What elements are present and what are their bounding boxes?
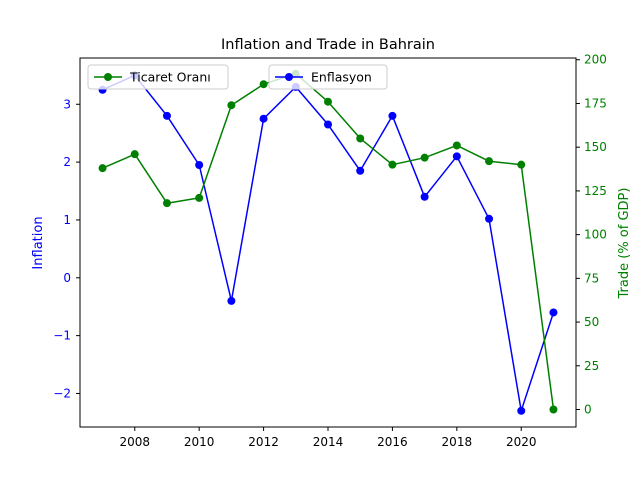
y-left-tick-label: −2 — [53, 386, 71, 400]
y-left-tick-label: 0 — [63, 271, 71, 285]
legend-box — [268, 64, 388, 90]
y-right-tick-label: 200 — [584, 53, 607, 67]
data-point-inflation — [324, 120, 332, 129]
data-point-trade — [549, 405, 558, 414]
y-right-tick-label: 75 — [584, 271, 599, 285]
y-right-tick-label: 125 — [584, 184, 607, 198]
data-point-inflation — [517, 406, 526, 415]
data-point-trade — [324, 97, 332, 106]
data-point-trade — [162, 199, 171, 208]
data-point-inflation — [452, 152, 461, 161]
data-point-trade — [420, 153, 429, 162]
y-axis-left-label: Inflation — [31, 216, 46, 269]
y-right-tick-label: 100 — [584, 228, 607, 242]
legend-label: Enflasyon — [311, 70, 372, 85]
legends: Ticaret Oranı Enflasyon — [87, 64, 388, 90]
data-point-inflation — [259, 114, 268, 123]
data-point-inflation — [388, 111, 397, 120]
y-left-tick-label: −1 — [53, 329, 71, 343]
y-axis-right: 0 25 50 75 100 125 150 175 200 — [576, 53, 607, 417]
x-tick-label: 2020 — [506, 435, 537, 449]
data-point-trade — [356, 134, 365, 143]
data-point-trade — [130, 150, 139, 159]
y-axis-left: −2 −1 0 1 2 3 — [53, 97, 80, 400]
y-left-tick-label: 3 — [63, 97, 71, 111]
data-point-trade — [195, 193, 204, 202]
y-right-tick-label: 50 — [584, 315, 599, 329]
data-point-inflation — [356, 166, 365, 175]
x-tick-label: 2014 — [313, 435, 344, 449]
legend-label: Ticaret Oranı — [129, 70, 211, 85]
y-right-tick-label: 150 — [584, 140, 607, 154]
plot-area — [98, 69, 558, 415]
chart-title: Inflation and Trade in Bahrain — [221, 37, 435, 53]
data-point-trade — [388, 160, 397, 169]
x-tick-label: 2012 — [248, 435, 279, 449]
legend-box — [87, 64, 229, 90]
x-tick-label: 2010 — [184, 435, 215, 449]
data-point-inflation — [485, 214, 494, 223]
x-tick-label: 2016 — [377, 435, 408, 449]
x-tick-label: 2008 — [119, 435, 150, 449]
legend-marker — [104, 73, 112, 81]
x-tick-label: 2018 — [442, 435, 473, 449]
data-point-trade — [452, 141, 461, 150]
data-point-inflation — [195, 160, 204, 169]
data-point-trade — [517, 160, 526, 169]
data-point-inflation — [549, 308, 558, 317]
y-left-tick-label: 2 — [63, 155, 71, 169]
data-point-inflation — [420, 192, 429, 201]
data-point-trade — [259, 80, 268, 89]
data-point-trade — [98, 164, 107, 173]
y-right-tick-label: 175 — [584, 96, 607, 110]
legend-marker — [285, 73, 293, 81]
data-point-trade — [485, 157, 494, 166]
data-point-inflation — [227, 296, 236, 305]
x-axis: 2008 2010 2012 2014 2016 2018 2020 — [119, 427, 537, 449]
data-point-trade — [227, 101, 236, 110]
data-point-inflation — [162, 111, 171, 120]
y-axis-right-label: Trade (% of GDP) — [617, 188, 632, 300]
y-right-tick-label: 25 — [584, 359, 599, 373]
y-left-tick-label: 1 — [63, 213, 71, 227]
y-right-tick-label: 0 — [584, 403, 592, 417]
